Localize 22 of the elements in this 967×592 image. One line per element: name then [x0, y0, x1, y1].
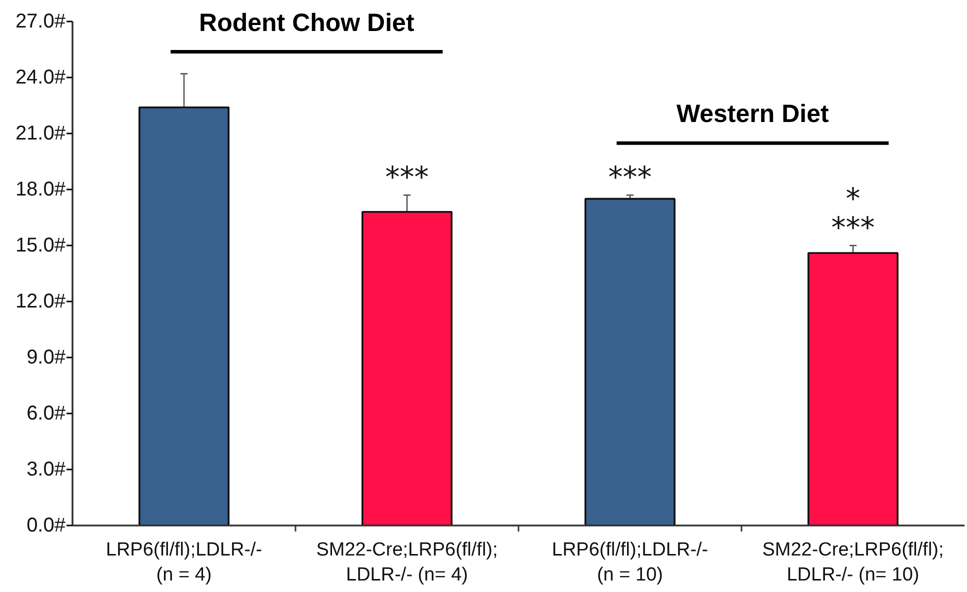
x-tick-label: LRP6(fl/fl);LDLR-/- (n = 4) [106, 540, 262, 586]
y-tick-label: 12.0# [15, 290, 66, 312]
y-tick-label: 9.0# [26, 346, 66, 368]
annotation: Western Diet [676, 100, 830, 128]
x-tick-label: SM22-Cre;LRP6(fl/fl); LDLR-/- (n= 4) [316, 540, 498, 586]
y-tick-label: 27.0# [15, 10, 66, 32]
bar [138, 106, 230, 526]
annotation: Rodent Chow Diet [199, 8, 415, 37]
x-tick-label: SM22-Cre;LRP6(fl/fl); LDLR-/- (n= 10) [762, 540, 944, 586]
y-tick-label: 6.0# [26, 402, 66, 424]
y-tick-label: 15.0# [15, 234, 66, 256]
y-tick-label: 18.0# [15, 178, 66, 200]
annotation: *** [385, 160, 429, 194]
bar [808, 252, 898, 526]
annotation: *** [608, 160, 652, 194]
y-tick-label: 0.0# [26, 514, 66, 536]
y-tick-label: 3.0# [26, 458, 66, 480]
y-tick-label: 24.0# [15, 66, 66, 88]
bar [584, 198, 676, 526]
bar [362, 211, 452, 526]
x-tick-label: LRP6(fl/fl);LDLR-/- (n = 10) [552, 540, 708, 586]
y-tick-label: 21.0# [15, 122, 66, 144]
